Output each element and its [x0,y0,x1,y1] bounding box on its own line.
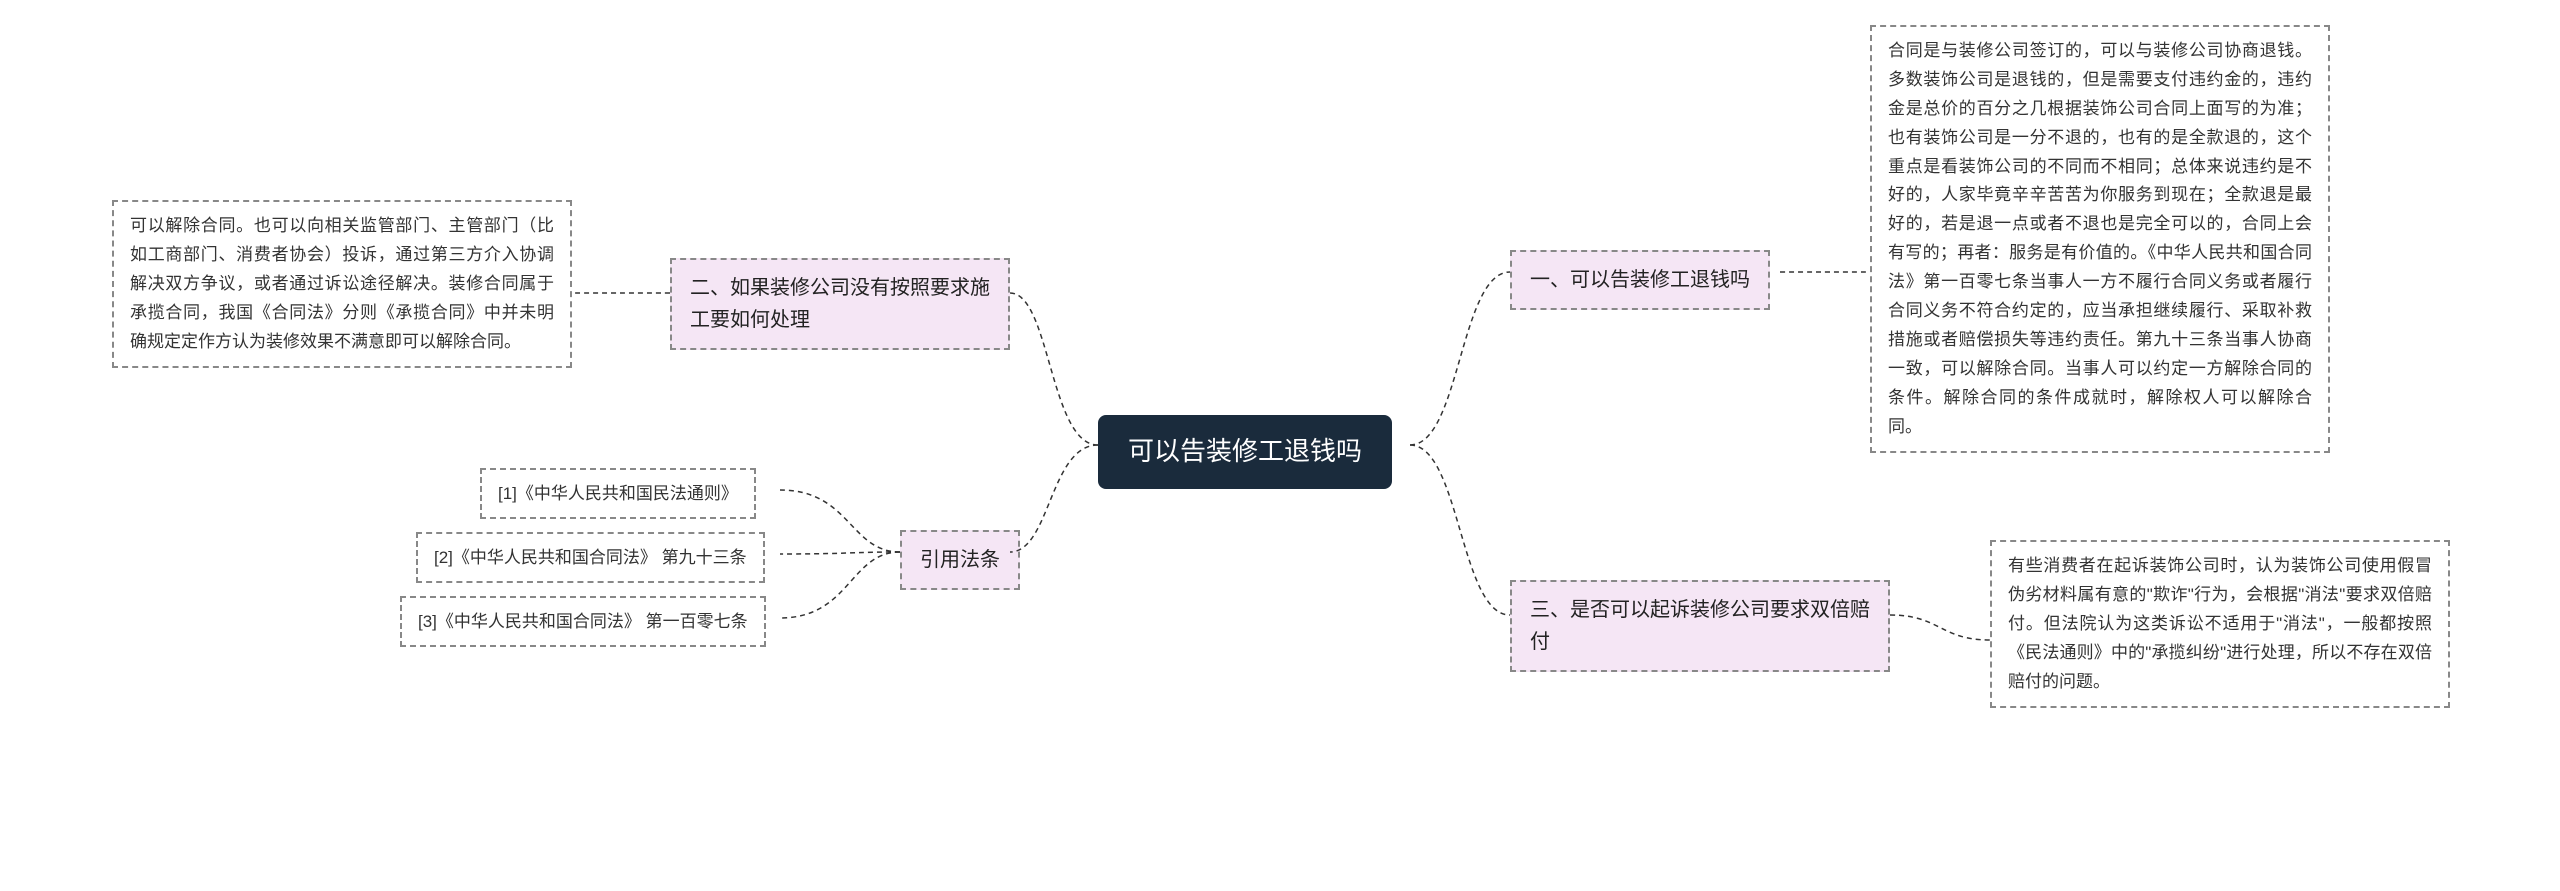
branch-left-2: 引用法条 [900,530,1020,590]
leaf-right-2-1: 有些消费者在起诉装饰公司时，认为装饰公司使用假冒伪劣材料属有意的"欺诈"行为，会… [1990,540,2450,708]
leaf-left-2-2: [2]《中华人民共和国合同法》 第九十三条 [416,532,765,583]
leaf-right-1-1: 合同是与装修公司签订的，可以与装修公司协商退钱。多数装饰公司是退钱的，但是需要支… [1870,25,2330,453]
branch-left-1: 二、如果装修公司没有按照要求施工要如何处理 [670,258,1010,350]
mindmap-root: 可以告装修工退钱吗 [1098,415,1392,489]
leaf-left-2-3: [3]《中华人民共和国合同法》 第一百零七条 [400,596,766,647]
branch-right-1: 一、可以告装修工退钱吗 [1510,250,1770,310]
branch-right-2: 三、是否可以起诉装修公司要求双倍赔付 [1510,580,1890,672]
leaf-left-1-1: 可以解除合同。也可以向相关监管部门、主管部门（比如工商部门、消费者协会）投诉，通… [112,200,572,368]
leaf-left-2-1: [1]《中华人民共和国民法通则》 [480,468,756,519]
